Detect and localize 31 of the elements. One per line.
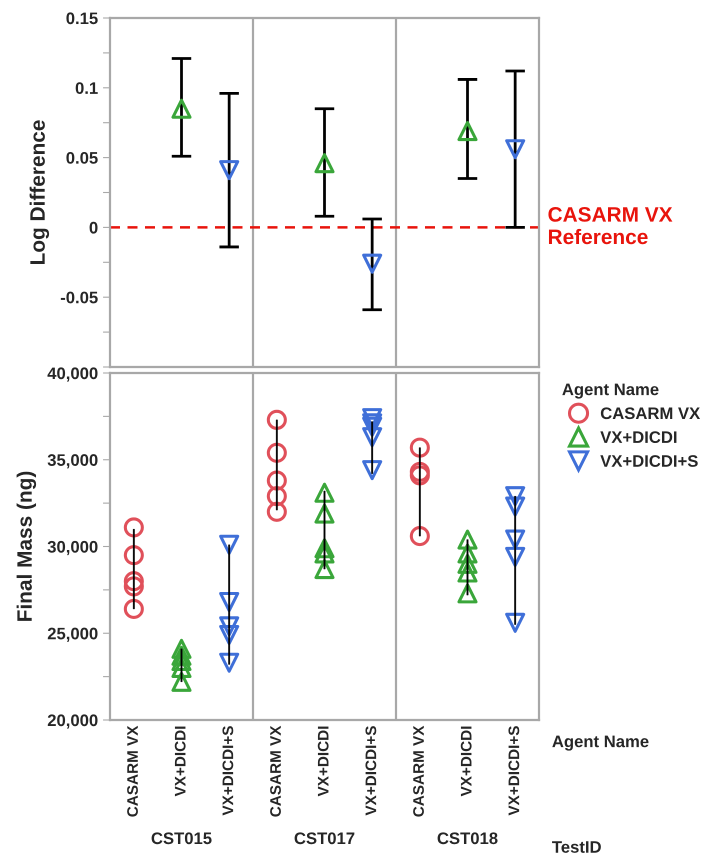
x-tick-label: VX+DICDI+S (222, 726, 234, 816)
x-tick-label: VX+DICDI+S (508, 726, 520, 816)
y-tick-label: 20,000 (48, 714, 98, 729)
text: CST015 (152, 832, 212, 844)
x-tick-label: VX+DICDI (460, 726, 472, 796)
text: CST017 (294, 832, 354, 844)
y-axis-title: Final Mass (ng) (16, 472, 36, 621)
ref-line-label: CASARM VX Reference (548, 207, 672, 244)
x-tick-label: VX+DICDI+S (365, 726, 376, 816)
y-tick-label: 0 (90, 222, 98, 234)
text: Agent Name (552, 736, 649, 751)
legend-title: Agent Name (562, 384, 659, 399)
y-tick-label: 30,000 (48, 540, 98, 556)
legend-label: VX+DICDI (600, 431, 676, 444)
y-tick-label: 0.15 (66, 12, 98, 24)
x-tick-label: VX+DICDI (318, 726, 329, 796)
y-tick-label: 0.05 (66, 152, 98, 164)
x-tick-label: CASARM VX (413, 726, 424, 817)
y-tick-label: 0.1 (76, 82, 98, 94)
y-axis-title: Log Difference (30, 120, 50, 264)
y-tick-label: 40,000 (47, 367, 98, 382)
x-tick-label: VX+DICDI (174, 726, 186, 796)
text: TestID (552, 841, 601, 853)
y-tick-label: 25,000 (48, 628, 98, 642)
x-tick-label: CASARM VX (270, 726, 281, 817)
legend-label: VX+DICDI+S (600, 455, 698, 467)
text: CST018 (438, 832, 498, 844)
legend-label: CASARM VX (600, 407, 700, 420)
y-tick-label: -0.05 (60, 292, 98, 304)
y-tick-label: 35,000 (48, 454, 98, 468)
x-tick-label: CASARM VX (127, 726, 138, 817)
